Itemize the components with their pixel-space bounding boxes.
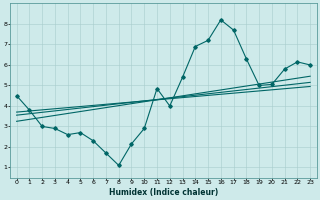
X-axis label: Humidex (Indice chaleur): Humidex (Indice chaleur) <box>109 188 218 197</box>
